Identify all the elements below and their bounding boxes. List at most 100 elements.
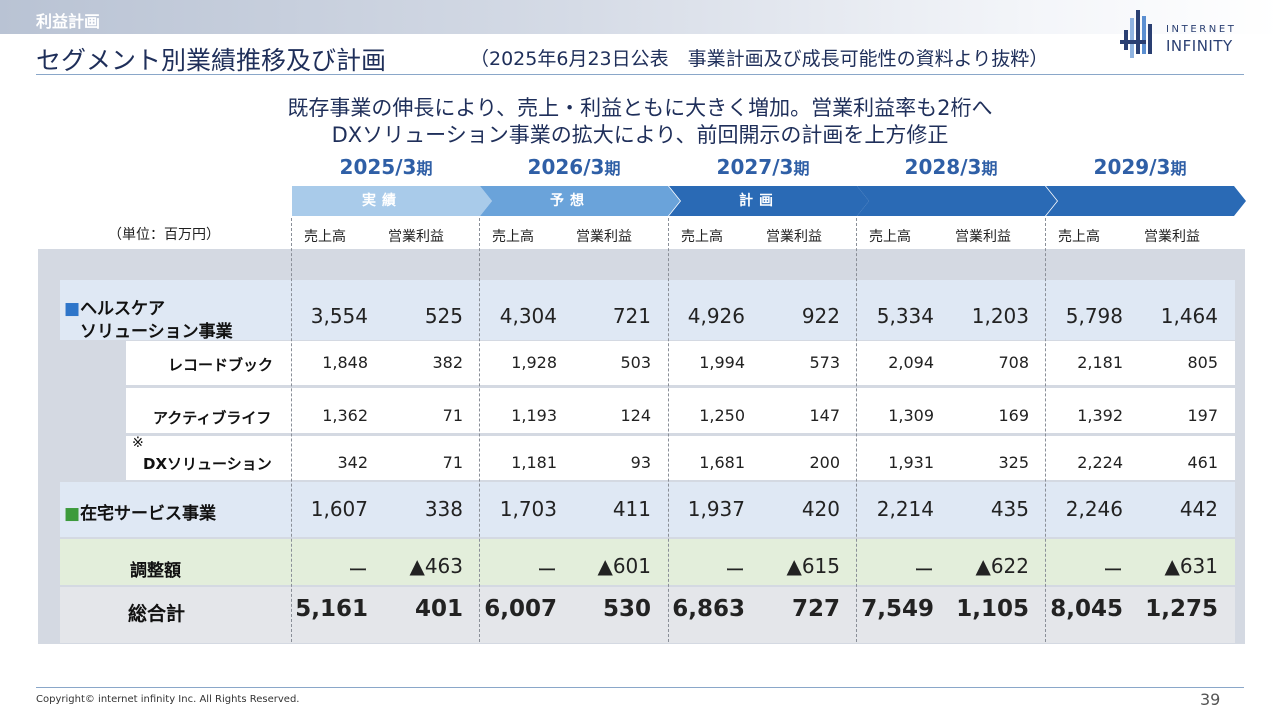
row-total-band xyxy=(60,587,1235,643)
row-label-text: アクティブライフ xyxy=(153,408,272,427)
table-cell: 3,554 xyxy=(310,303,368,328)
table-cell: 805 xyxy=(1187,353,1218,373)
table-cell: 1,994 xyxy=(699,353,745,373)
unit-label: （単位：百万円） xyxy=(108,227,220,243)
column-header-profit: 営業利益 xyxy=(388,229,444,245)
table-cell: 93 xyxy=(630,453,651,473)
page-number: 39 xyxy=(1200,690,1221,709)
table-cell: 6,863 xyxy=(672,595,745,622)
table-cell: 1,703 xyxy=(499,496,557,521)
table-cell: 503 xyxy=(620,353,651,373)
table-cell: 1,607 xyxy=(310,496,368,521)
column-divider xyxy=(291,218,292,642)
row-label-text: 在宅サービス事業 xyxy=(80,503,217,524)
table-cell: 2,181 xyxy=(1077,353,1123,373)
row-dx-solution-band xyxy=(126,436,1235,480)
headline-line-2: DXソリューション事業の拡大により、前回開示の計画を上方修正 xyxy=(331,123,949,147)
copyright-text: Copyright© internet infinity Inc. All Ri… xyxy=(36,694,300,705)
table-cell: ー xyxy=(348,557,368,582)
table-cell: 420 xyxy=(801,496,840,521)
table-cell: 7,549 xyxy=(861,595,934,622)
row-label-healthcare-line2: ソリューション事業 xyxy=(80,322,233,342)
table-cell: 922 xyxy=(801,303,840,328)
phase-chevron-plan: 計画 xyxy=(669,186,869,216)
table-cell: 573 xyxy=(809,353,840,373)
row-healthcare-band xyxy=(60,280,1235,340)
table-cell: 5,798 xyxy=(1065,303,1123,328)
table-cell: 4,304 xyxy=(499,303,557,328)
table-cell: ー xyxy=(537,557,557,582)
row-label-text: DXソリューション xyxy=(143,455,272,473)
table-cell: 435 xyxy=(990,496,1029,521)
footer-divider xyxy=(36,687,1244,688)
row-label-recordbook: レコードブック xyxy=(168,354,273,375)
table-cell: 2,094 xyxy=(888,353,934,373)
phase-chevron-forecast: 予想 xyxy=(480,186,680,216)
phase-label-actual: 実績 xyxy=(362,193,402,209)
table-cell: 197 xyxy=(1187,406,1218,426)
column-header-sales: 売上高 xyxy=(1058,229,1100,245)
column-header-sales: 売上高 xyxy=(869,229,911,245)
table-cell: ▲463 xyxy=(409,553,463,578)
column-divider xyxy=(479,218,480,642)
row-home-service-band xyxy=(60,482,1235,537)
row-label-healthcare: ■ヘルスケア xyxy=(64,294,165,319)
table-cell: 1,203 xyxy=(971,303,1029,328)
logo-text-bottom: INFINITY xyxy=(1166,37,1233,55)
table-cell: ▲631 xyxy=(1164,553,1218,578)
table-cell: 1,931 xyxy=(888,453,934,473)
table-cell: 2,246 xyxy=(1065,496,1123,521)
row-adjustment-band xyxy=(60,539,1235,585)
table-cell: 1,181 xyxy=(511,453,557,473)
table-cell: 71 xyxy=(442,453,463,473)
section-tag: 利益計画 xyxy=(36,12,101,31)
row-label-text: 総合計 xyxy=(128,602,186,625)
segment-marker-icon: ■ xyxy=(64,299,81,319)
phase-chevron-plan-2028 xyxy=(857,186,1057,216)
column-divider xyxy=(856,218,857,642)
year-label-2026: 2026/3期 xyxy=(527,155,621,179)
column-divider xyxy=(1045,218,1046,642)
table-cell: ▲601 xyxy=(597,553,651,578)
year-label-2025: 2025/3期 xyxy=(339,155,433,179)
table-cell: 1,464 xyxy=(1160,303,1218,328)
table-cell: 325 xyxy=(998,453,1029,473)
table-cell: 382 xyxy=(432,353,463,373)
row-label-total: 総合計 xyxy=(128,599,185,626)
column-header-profit: 営業利益 xyxy=(576,229,632,245)
table-cell: 6,007 xyxy=(484,595,557,622)
column-header-profit: 営業利益 xyxy=(766,229,822,245)
table-cell: 5,161 xyxy=(295,595,368,622)
table-cell: 1,250 xyxy=(699,406,745,426)
table-cell: 1,392 xyxy=(1077,406,1123,426)
row-recordbook-band xyxy=(126,341,1235,385)
table-cell: 411 xyxy=(612,496,651,521)
column-divider xyxy=(668,218,669,642)
year-label-2029: 2029/3期 xyxy=(1093,155,1187,179)
logo-text-top: INTERNET xyxy=(1166,24,1237,35)
table-cell: 1,928 xyxy=(511,353,557,373)
table-cell: 169 xyxy=(998,406,1029,426)
table-cell: 124 xyxy=(620,406,651,426)
column-header-sales: 売上高 xyxy=(304,229,346,245)
table-cell: 1,275 xyxy=(1145,595,1218,622)
phase-chevron-actual: 実績 xyxy=(292,186,492,216)
phase-label-plan: 計画 xyxy=(739,193,779,209)
headline-line-1: 既存事業の伸長により、売上・利益ともに大きく増加。営業利益率も2桁へ xyxy=(287,96,993,120)
column-header-profit: 営業利益 xyxy=(955,229,1011,245)
year-label-2027: 2027/3期 xyxy=(716,155,810,179)
table-cell: 530 xyxy=(602,595,651,622)
table-cell: 4,926 xyxy=(687,303,745,328)
table-cell: ▲615 xyxy=(786,553,840,578)
table-cell: 721 xyxy=(612,303,651,328)
header-band xyxy=(0,0,1280,34)
table-cell: 2,224 xyxy=(1077,453,1123,473)
year-label-2028: 2028/3期 xyxy=(904,155,998,179)
slide-title: セグメント別業績推移及び計画 xyxy=(36,46,387,75)
row-label-adjustment: 調整額 xyxy=(130,556,181,581)
column-header-sales: 売上高 xyxy=(681,229,723,245)
row-activelife-band xyxy=(126,388,1235,433)
table-cell: 71 xyxy=(442,406,463,426)
table-cell: 1,937 xyxy=(687,496,745,521)
logo-mark-icon xyxy=(1120,10,1152,58)
